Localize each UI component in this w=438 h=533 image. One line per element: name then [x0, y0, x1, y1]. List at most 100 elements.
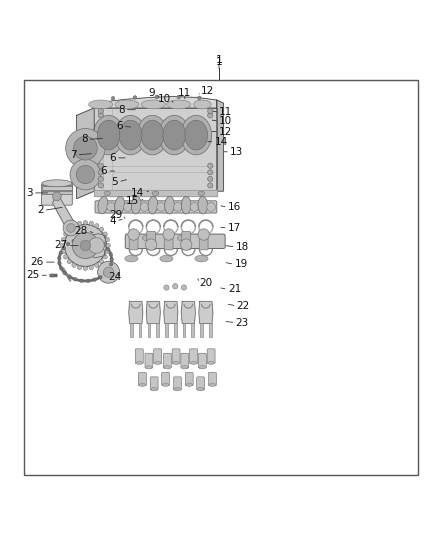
- Ellipse shape: [166, 100, 191, 109]
- FancyBboxPatch shape: [145, 353, 153, 368]
- Polygon shape: [217, 100, 223, 191]
- Circle shape: [181, 285, 187, 290]
- Circle shape: [140, 203, 149, 211]
- Text: 6: 6: [101, 166, 107, 176]
- Bar: [42, 182, 72, 185]
- Bar: [200, 324, 203, 336]
- Text: 21: 21: [228, 284, 241, 294]
- Text: 20: 20: [199, 278, 212, 288]
- Ellipse shape: [148, 197, 158, 214]
- Circle shape: [88, 238, 104, 253]
- Text: 26: 26: [31, 257, 44, 267]
- Text: 1: 1: [215, 55, 223, 65]
- Text: 7: 7: [70, 150, 77, 160]
- Ellipse shape: [162, 383, 169, 386]
- FancyBboxPatch shape: [185, 373, 193, 386]
- FancyBboxPatch shape: [198, 353, 206, 368]
- Ellipse shape: [137, 115, 168, 155]
- Text: 12: 12: [219, 127, 232, 136]
- Text: 12: 12: [201, 86, 214, 96]
- Polygon shape: [164, 302, 178, 324]
- Circle shape: [61, 237, 66, 242]
- Circle shape: [78, 238, 81, 241]
- Circle shape: [208, 113, 213, 118]
- Polygon shape: [199, 302, 213, 324]
- Circle shape: [103, 232, 107, 236]
- Ellipse shape: [198, 387, 204, 391]
- Ellipse shape: [142, 235, 155, 241]
- Circle shape: [67, 260, 71, 264]
- Circle shape: [207, 203, 215, 211]
- FancyBboxPatch shape: [172, 349, 180, 364]
- Circle shape: [105, 237, 110, 242]
- Circle shape: [67, 243, 70, 246]
- Ellipse shape: [88, 100, 113, 109]
- Circle shape: [91, 238, 95, 241]
- Circle shape: [208, 176, 213, 182]
- Text: 9: 9: [149, 88, 155, 99]
- Circle shape: [70, 159, 101, 190]
- Ellipse shape: [131, 197, 141, 214]
- Ellipse shape: [97, 120, 120, 150]
- Text: 13: 13: [230, 147, 243, 157]
- Polygon shape: [77, 108, 94, 199]
- FancyBboxPatch shape: [208, 373, 216, 386]
- Polygon shape: [53, 199, 74, 228]
- Circle shape: [58, 262, 61, 265]
- Bar: [183, 324, 185, 336]
- FancyBboxPatch shape: [135, 349, 143, 364]
- Text: 14: 14: [131, 188, 145, 198]
- FancyBboxPatch shape: [129, 231, 138, 250]
- Circle shape: [198, 96, 201, 100]
- Circle shape: [67, 275, 71, 278]
- Text: 8: 8: [118, 104, 125, 115]
- Ellipse shape: [141, 100, 165, 109]
- Text: 10: 10: [158, 94, 171, 104]
- Circle shape: [103, 272, 107, 276]
- Circle shape: [98, 261, 120, 283]
- Circle shape: [80, 240, 91, 251]
- FancyBboxPatch shape: [147, 231, 155, 250]
- Ellipse shape: [98, 197, 108, 214]
- Ellipse shape: [195, 255, 208, 262]
- Circle shape: [66, 128, 105, 168]
- Text: 11: 11: [219, 107, 232, 117]
- Ellipse shape: [163, 120, 186, 150]
- Ellipse shape: [173, 361, 179, 365]
- Circle shape: [133, 96, 137, 99]
- FancyBboxPatch shape: [154, 349, 162, 364]
- Circle shape: [89, 265, 93, 270]
- Polygon shape: [94, 96, 217, 108]
- FancyBboxPatch shape: [197, 377, 205, 390]
- Circle shape: [98, 183, 103, 188]
- Circle shape: [107, 203, 116, 211]
- Ellipse shape: [93, 115, 124, 155]
- Circle shape: [99, 260, 104, 264]
- Circle shape: [98, 108, 103, 114]
- Circle shape: [59, 251, 63, 255]
- Text: 28: 28: [74, 225, 88, 236]
- Ellipse shape: [208, 361, 214, 365]
- Ellipse shape: [136, 361, 142, 365]
- Circle shape: [98, 176, 103, 182]
- Circle shape: [95, 263, 99, 268]
- Circle shape: [155, 95, 159, 99]
- Ellipse shape: [119, 120, 142, 150]
- Ellipse shape: [191, 361, 197, 365]
- Polygon shape: [85, 233, 106, 258]
- Circle shape: [80, 279, 83, 282]
- FancyBboxPatch shape: [95, 201, 217, 213]
- Ellipse shape: [198, 191, 205, 196]
- Polygon shape: [129, 302, 143, 324]
- Circle shape: [86, 279, 90, 282]
- Circle shape: [164, 285, 169, 290]
- Circle shape: [198, 229, 209, 240]
- Circle shape: [72, 223, 76, 228]
- Circle shape: [106, 243, 110, 248]
- Polygon shape: [94, 108, 217, 191]
- Text: 23: 23: [236, 318, 249, 328]
- Circle shape: [180, 239, 192, 251]
- Text: 16: 16: [228, 203, 241, 212]
- Polygon shape: [94, 190, 217, 197]
- Polygon shape: [181, 302, 195, 324]
